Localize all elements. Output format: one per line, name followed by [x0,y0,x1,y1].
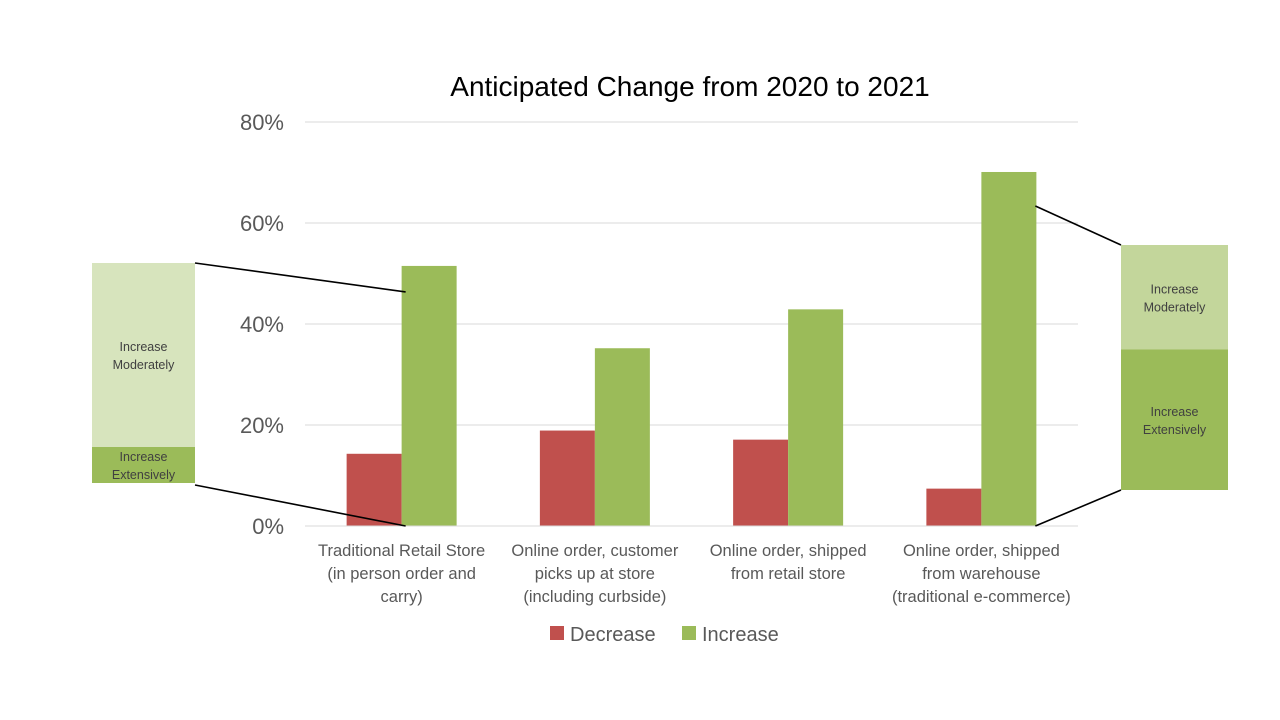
connector-line [194,262,406,293]
y-tick-label: 0% [252,514,284,539]
legend-swatch-decrease [550,626,564,640]
x-category-label: Online order, shipped [710,542,867,560]
bar-decrease [926,488,982,526]
y-tick-label: 60% [240,211,284,236]
y-tick-label: 40% [240,312,284,337]
y-tick-label: 20% [240,413,284,438]
breakout-segment [92,263,195,447]
breakout-label: Increase [1151,405,1199,419]
y-tick-label: 80% [240,110,284,135]
breakout-boxes: Increase Extensively Increase Moderately Inc… [92,205,1228,527]
connector-line [194,484,406,527]
breakout-segment [1121,245,1228,350]
breakout-segment [92,447,195,483]
x-category-label: carry) [381,588,423,606]
breakout-label: Increase [120,340,168,354]
legend-label-decrease: Decrease [570,624,656,646]
bar-decrease [733,439,789,526]
x-category-label: picks up at store [535,565,655,583]
bar-increase [401,265,457,526]
y-axis-tick-labels: 0% 20% 40% 60% 80% [240,110,284,539]
x-category-label: Online order, shipped [903,542,1060,560]
bar-increase [594,348,650,526]
breakout-label: Increase [1151,282,1199,296]
x-category-label: (traditional e-commerce) [892,588,1071,606]
legend-label-increase: Increase [702,624,779,646]
breakout-label: Moderately [113,358,176,372]
bar-decrease [539,430,595,526]
breakout-label: Moderately [1144,300,1207,314]
x-category-label: Online order, customer [511,542,678,560]
breakout-segment [1121,349,1228,490]
breakout-label: Extensively [1143,423,1207,437]
x-category-label: (in person order and [327,565,476,583]
x-category-label: from warehouse [922,565,1040,583]
connector-line [1035,489,1122,527]
legend: Decrease Increase [550,624,779,646]
bar-increase [788,309,844,526]
x-category-label: (including curbside) [523,588,666,606]
legend-swatch-increase [682,626,696,640]
connector-line [1035,205,1122,246]
bar-increase [981,171,1037,526]
x-category-label: from retail store [731,565,846,583]
x-axis-category-labels: Traditional Retail Store (in person order… [318,542,1071,606]
bar-decrease [346,453,402,526]
chart-title: Anticipated Change from 2020 to 2021 [450,71,929,102]
breakout-label: Extensively [112,468,176,482]
x-category-label: Traditional Retail Store [318,542,485,560]
breakout-label: Increase [120,450,168,464]
bars [346,171,1037,526]
